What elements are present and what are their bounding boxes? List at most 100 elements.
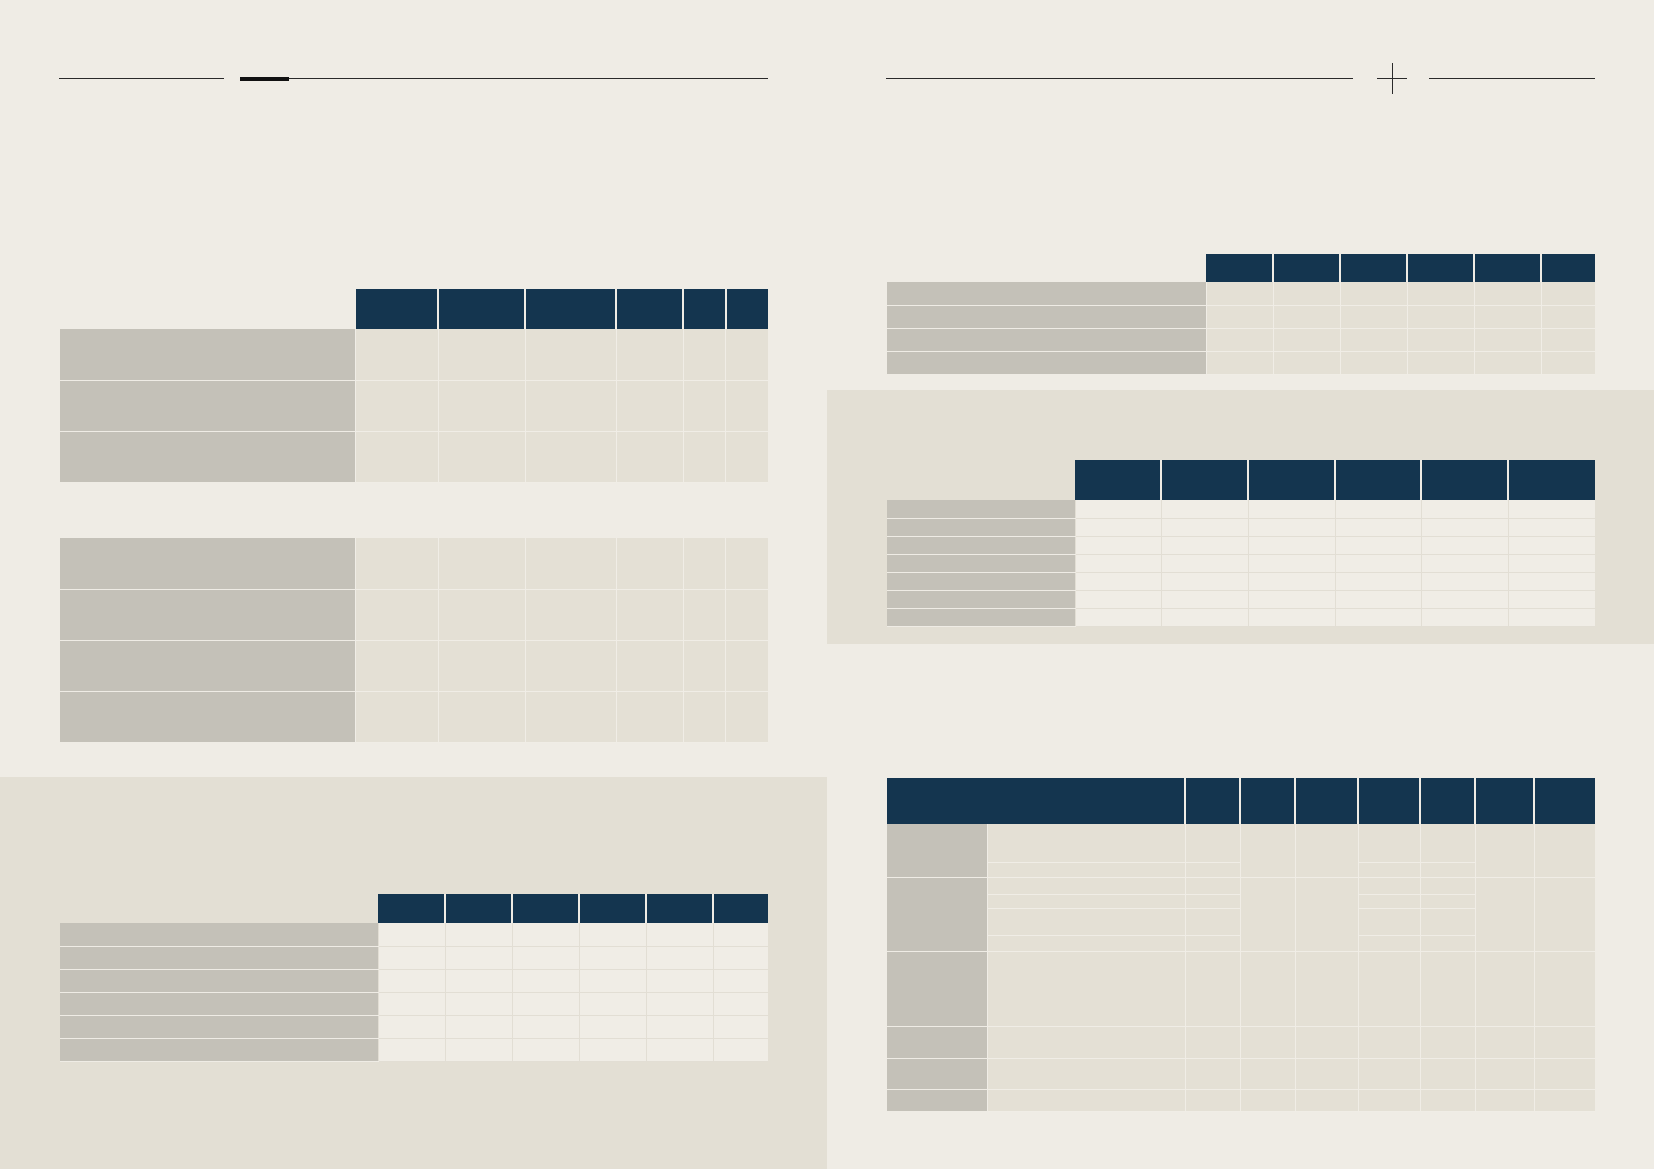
table-cell xyxy=(1419,824,1475,863)
table-cell xyxy=(1074,590,1161,609)
table-cell xyxy=(1420,608,1508,627)
right-middle-col-header xyxy=(1334,460,1421,500)
table-cell xyxy=(1239,1089,1295,1112)
row-label xyxy=(60,992,378,1016)
table-cell xyxy=(1074,500,1161,519)
table-cell xyxy=(377,1015,445,1039)
table-cell xyxy=(437,538,526,590)
table-row xyxy=(887,894,1595,909)
table-cell xyxy=(1507,554,1595,573)
table-cell xyxy=(1357,951,1420,1027)
table-cell xyxy=(524,380,617,432)
table-cell xyxy=(1420,554,1508,573)
table-cell xyxy=(1420,590,1508,609)
table-cell xyxy=(1533,1089,1595,1112)
left-top-col-header xyxy=(524,289,617,329)
table-cell xyxy=(377,946,445,970)
table-cell xyxy=(1160,608,1248,627)
table-cell xyxy=(437,329,526,381)
table-cell xyxy=(1160,554,1248,573)
left-header-rule-accent xyxy=(240,77,289,81)
table-cell xyxy=(1420,518,1508,537)
right-top-col-header xyxy=(1339,254,1407,282)
table-cell xyxy=(645,992,713,1016)
right-bottom-col-header xyxy=(1239,778,1295,824)
right-middle-corner xyxy=(887,460,1075,500)
row-label xyxy=(60,923,378,947)
table-cell xyxy=(1205,305,1273,329)
left-top-corner xyxy=(60,289,356,329)
table-cell xyxy=(1272,282,1340,306)
table-cell xyxy=(1184,1089,1240,1112)
table-cell xyxy=(1272,351,1340,375)
right-bottom-col-header xyxy=(1419,778,1475,824)
table-cell xyxy=(1184,1026,1240,1059)
table-cell xyxy=(1533,877,1595,952)
table-cell xyxy=(986,1058,1185,1090)
table-cell xyxy=(682,640,726,692)
row-label xyxy=(60,691,356,743)
table-row xyxy=(60,380,768,432)
table-cell xyxy=(1533,1026,1595,1059)
row-label xyxy=(60,969,378,993)
table-cell xyxy=(1406,282,1474,306)
table-row xyxy=(887,518,1595,537)
table-cell xyxy=(1334,518,1421,537)
table-cell xyxy=(682,691,726,743)
table-cell xyxy=(578,1038,646,1062)
row-label xyxy=(887,572,1075,591)
table-cell xyxy=(1334,572,1421,591)
table-row xyxy=(60,329,768,381)
table-cell xyxy=(1357,877,1420,895)
table-row xyxy=(60,1015,768,1039)
table-cell xyxy=(437,380,526,432)
row-label xyxy=(887,554,1075,573)
table-cell xyxy=(682,380,726,432)
group-label xyxy=(887,951,987,1027)
table-row xyxy=(887,351,1595,375)
table-cell xyxy=(1247,554,1335,573)
table-cell xyxy=(524,538,617,590)
table-cell xyxy=(615,691,684,743)
table-cell xyxy=(1533,824,1595,878)
table-cell xyxy=(1239,824,1295,878)
row-label xyxy=(60,538,356,590)
table-cell xyxy=(1357,1089,1420,1112)
left-bottom-col-header xyxy=(645,894,713,923)
right-top-table xyxy=(887,254,1595,375)
table-cell xyxy=(437,589,526,641)
left-header-rule-short xyxy=(59,78,224,79)
table-cell xyxy=(524,431,617,483)
row-label xyxy=(60,431,356,483)
table-cell xyxy=(1357,1058,1420,1090)
right-top-corner xyxy=(887,254,1206,282)
table-cell xyxy=(1473,305,1541,329)
right-top-col-header xyxy=(1473,254,1541,282)
table-cell xyxy=(1294,1058,1358,1090)
row-label xyxy=(887,536,1075,555)
table-cell xyxy=(355,589,439,641)
table-cell xyxy=(1533,1058,1595,1090)
table-cell xyxy=(578,946,646,970)
table-row xyxy=(887,877,1595,952)
table-cell xyxy=(615,431,684,483)
table-cell xyxy=(511,946,579,970)
left-bottom-col-header xyxy=(378,894,445,923)
table-cell xyxy=(1406,305,1474,329)
table-cell xyxy=(524,589,617,641)
table-cell xyxy=(578,992,646,1016)
table-cell xyxy=(444,969,512,993)
table-cell xyxy=(1473,282,1541,306)
table-cell xyxy=(615,380,684,432)
table-row xyxy=(887,572,1595,591)
row-label xyxy=(887,351,1206,375)
right-middle-table xyxy=(887,460,1595,627)
table-cell xyxy=(1334,536,1421,555)
group-label xyxy=(887,1058,987,1090)
table-cell xyxy=(1184,862,1240,878)
left-top-col-header xyxy=(724,289,768,329)
group-label xyxy=(887,1026,987,1059)
table-cell xyxy=(1247,518,1335,537)
table-cell xyxy=(444,946,512,970)
left-top-col-header xyxy=(355,289,439,329)
